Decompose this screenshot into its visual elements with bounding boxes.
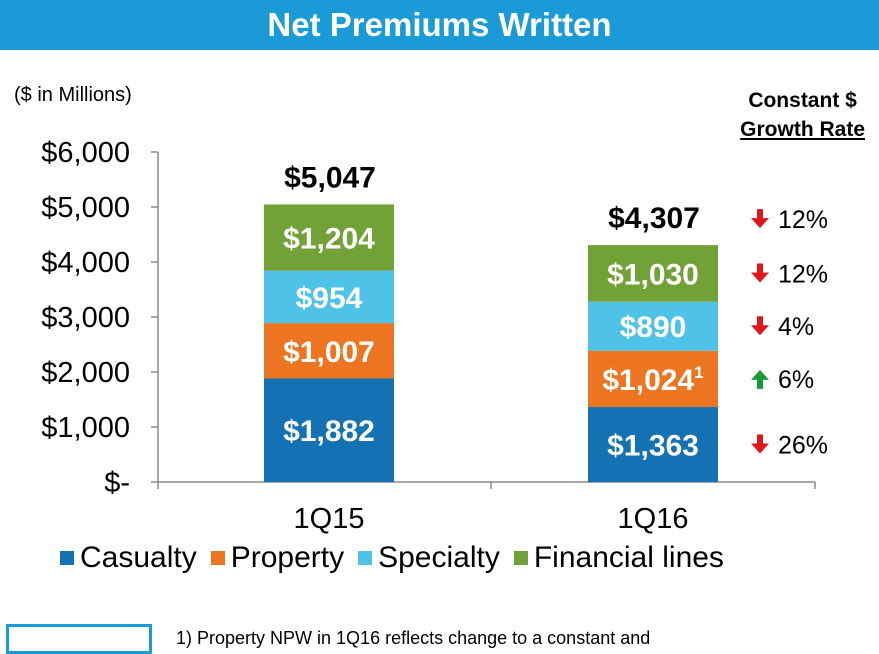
y-tick-label: $3,000 [41, 302, 130, 334]
data-label: $1,030 [607, 258, 699, 291]
chart-legend: Casualty Property Specialty Financial lines [60, 541, 724, 575]
page-title-banner: Net Premiums Written [0, 0, 879, 50]
arrow-down-icon [751, 263, 769, 283]
page-title: Net Premiums Written [267, 6, 612, 43]
total-label: $5,047 [284, 161, 376, 194]
bar-segment [264, 378, 394, 482]
legend-item: Property [210, 541, 345, 575]
x-tick-label: 1Q16 [618, 503, 689, 535]
arrow-down-icon [751, 434, 769, 454]
growth-rate-label: 26% [778, 432, 828, 460]
bar-segment [588, 350, 718, 408]
legend-item: Specialty [358, 541, 500, 575]
growth-rate-label: 12% [778, 206, 828, 234]
growth-rate-header: Constant $ Growth Rate [740, 86, 865, 144]
growth-rate-label: 12% [778, 260, 828, 288]
growth-rate-label: 4% [778, 313, 814, 341]
units-label: ($ in Millions) [14, 84, 132, 106]
data-label: $1,0241 [602, 363, 703, 397]
bar-segment [588, 245, 718, 302]
growth-rate-label: 6% [778, 366, 814, 394]
bar-segment [264, 204, 394, 271]
bar-segment [588, 301, 718, 351]
y-tick-label: $- [104, 467, 130, 499]
footnote: 1) Property NPW in 1Q16 reflects change … [176, 628, 651, 648]
legend-item: Financial lines [513, 541, 724, 575]
legend-swatch [358, 551, 373, 565]
footer-logo-box [6, 624, 152, 654]
y-tick-label: $6,000 [41, 137, 130, 169]
data-label: $1,363 [607, 430, 699, 463]
arrow-down-icon [751, 316, 769, 336]
legend-item: Casualty [60, 541, 197, 575]
arrow-down-icon [751, 209, 769, 229]
data-label: $890 [620, 311, 687, 344]
footnote-marker: 1 [694, 363, 703, 382]
bar-segment [264, 323, 394, 379]
data-label: $1,882 [283, 415, 375, 448]
legend-swatch [60, 551, 74, 565]
x-tick-label: 1Q15 [294, 503, 365, 535]
data-label: $1,007 [283, 336, 375, 369]
bar-segment [588, 407, 718, 482]
data-label: $954 [296, 282, 363, 315]
total-label: $4,307 [608, 202, 700, 235]
legend-label: Financial lines [533, 541, 724, 574]
legend-label: Casualty [80, 541, 197, 574]
legend-swatch [210, 551, 225, 565]
legend-swatch [513, 551, 528, 565]
legend-label: Specialty [378, 541, 500, 574]
y-tick-label: $2,000 [41, 357, 130, 389]
growth-header-line2: Growth Rate [740, 118, 865, 141]
y-tick-label: $4,000 [41, 247, 130, 279]
y-tick-label: $5,000 [41, 192, 130, 224]
arrow-up-icon [751, 369, 769, 389]
growth-header-line1: Constant $ [748, 89, 857, 112]
y-tick-label: $1,000 [41, 412, 130, 444]
stacked-bar-chart: $- $1,000 $2,000 $3,000 $4,000 $5,000 $6,000 1Q… [41, 137, 828, 535]
data-label: $1,204 [283, 223, 375, 256]
bar-segment [264, 270, 394, 324]
legend-label: Property [230, 541, 345, 574]
